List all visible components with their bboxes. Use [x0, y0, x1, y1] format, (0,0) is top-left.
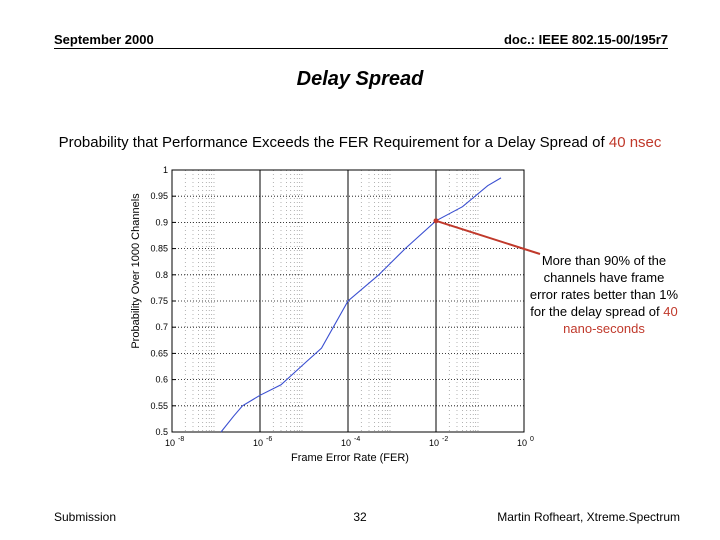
x-tick-label: 10 — [341, 438, 351, 448]
x-tick-exponent: -8 — [178, 436, 184, 443]
annotation-arrow — [435, 219, 541, 255]
annotation-text: More than 90% of the channels have frame… — [529, 253, 679, 319]
y-axis-label: Probability Over 1000 Channels — [130, 193, 142, 349]
y-tick-label: 0.85 — [150, 244, 168, 254]
y-tick-label: 1 — [163, 165, 168, 175]
annotation-point-marker — [433, 218, 439, 224]
y-tick-label: 0.65 — [150, 348, 168, 358]
y-tick-label: 0.75 — [150, 296, 168, 306]
x-tick-label: 10 — [517, 438, 527, 448]
y-tick-label: 0.6 — [155, 375, 168, 385]
header-rule — [54, 48, 668, 49]
y-tick-label: 0.95 — [150, 191, 168, 201]
footer-submission: Submission — [54, 510, 117, 524]
fer-curve — [220, 177, 502, 433]
header-date: September 2000 — [54, 32, 154, 47]
y-tick-label: 0.7 — [155, 322, 168, 332]
y-tick-label: 0.8 — [155, 270, 168, 280]
y-tick-label: 0.55 — [150, 401, 168, 411]
annotation-highlight: 40 nano-seconds — [563, 304, 678, 336]
subtitle-prefix: Probability that Performance Exceeds the… — [58, 134, 609, 151]
chart-subtitle: Probability that Performance Exceeds the… — [0, 134, 720, 151]
annotation-callout: More than 90% of the channels have frame… — [529, 252, 679, 337]
subtitle-highlight: 40 nsec — [608, 134, 662, 151]
x-tick-exponent: -4 — [354, 436, 360, 443]
x-tick-exponent: -2 — [442, 436, 448, 443]
x-tick-exponent: 0 — [530, 436, 534, 443]
y-tick-label: 0.5 — [155, 427, 168, 437]
header-doc-id: doc.: IEEE 802.15-00/195r7 — [503, 32, 668, 47]
footer-author: Martin Rofheart, Xtreme.Spectrum — [497, 510, 680, 524]
slide-title: Delay Spread — [296, 68, 424, 90]
x-tick-label: 10 — [253, 438, 263, 448]
x-tick-exponent: -6 — [266, 436, 272, 443]
x-axis-label: Frame Error Rate (FER) — [291, 452, 409, 464]
x-tick-label: 10 — [165, 438, 175, 448]
footer-page-number: 32 — [353, 510, 367, 524]
y-tick-label: 0.9 — [155, 217, 168, 227]
x-tick-label: 10 — [429, 438, 439, 448]
